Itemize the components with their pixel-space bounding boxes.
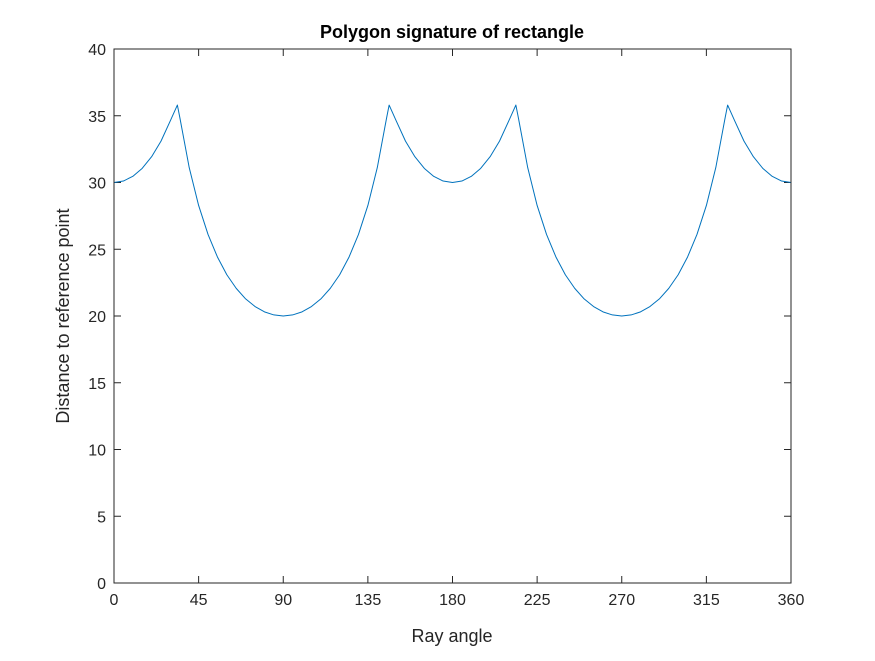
y-tick-label: 30 — [88, 176, 106, 193]
ticks-layer: 0 45 90 135 180 225 270 315 360 0 5 10 15 20 25 30 35 40 — [88, 42, 804, 609]
x-tick-label: 225 — [524, 592, 551, 609]
y-tick-label: 35 — [88, 109, 106, 126]
plot-frame — [113, 48, 792, 584]
x-tick-label: 135 — [355, 592, 382, 609]
x-tick-label: 45 — [190, 592, 208, 609]
y-tick-label: 0 — [97, 576, 106, 593]
chart-title: Polygon signature of rectangle — [320, 22, 584, 42]
x-tick-label: 360 — [778, 592, 805, 609]
x-axis-label: Ray angle — [411, 626, 492, 646]
x-tick-label: 90 — [274, 592, 292, 609]
y-tick-label: 5 — [97, 509, 106, 526]
x-tick-label: 0 — [110, 592, 119, 609]
y-tick-label: 25 — [88, 242, 106, 259]
y-tick-label: 20 — [88, 309, 106, 326]
y-tick-label: 40 — [88, 42, 106, 59]
x-tick-label: 270 — [608, 592, 635, 609]
y-tick-label: 15 — [88, 376, 106, 393]
series-line — [113, 104, 792, 317]
y-axis-label: Distance to reference point — [53, 208, 73, 423]
x-tick-label: 180 — [439, 592, 466, 609]
y-tick-label: 10 — [88, 443, 106, 460]
x-tick-label: 315 — [693, 592, 720, 609]
series-layer — [113, 104, 792, 317]
